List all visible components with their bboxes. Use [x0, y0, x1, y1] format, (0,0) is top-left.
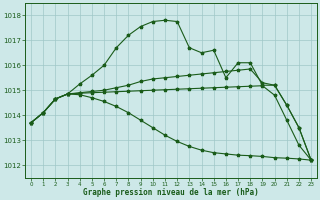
- X-axis label: Graphe pression niveau de la mer (hPa): Graphe pression niveau de la mer (hPa): [83, 188, 259, 197]
